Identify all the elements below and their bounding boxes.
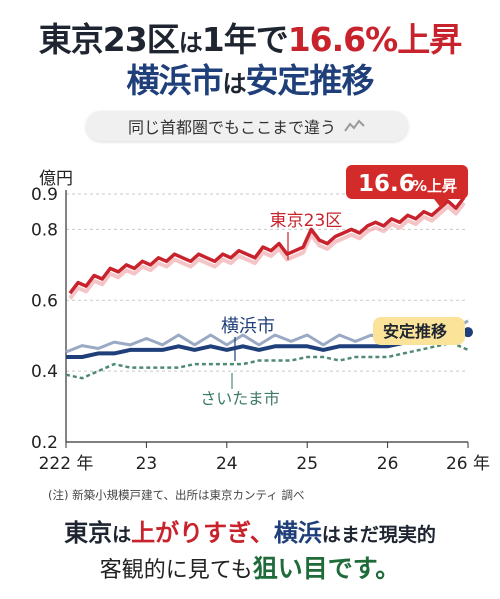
headline-particle: は (178, 29, 203, 57)
headline-stable: 安定推移 (245, 61, 375, 100)
x-tick-label: 222 年 (39, 454, 94, 474)
y-tick-label: 0.6 (31, 291, 58, 311)
headline-tokyo: 東京23区 (38, 20, 180, 59)
tokyo-callout-value: 16.6 (358, 171, 415, 197)
headline-one-year: 1年で (201, 20, 289, 59)
series-band-tokyo (68, 201, 466, 300)
price-chart: 0.2 0.4 0.6 0.8 0.9 222 年 23 24 25 26 26 年 東京23区横浜市… (31, 165, 490, 474)
series-line-saitama (65, 341, 469, 380)
x-tick-label: 26 年 (446, 454, 490, 474)
subtitle-text: 同じ首都圏でもここまで違う (127, 118, 336, 137)
bottom-tokyo: 東京 (64, 519, 113, 547)
bottom-objective: 客観的に見ても (99, 558, 253, 583)
bottom-too-high: 上がりすぎ、 (131, 519, 274, 547)
yokohama-end-dot (463, 327, 473, 338)
y-tick-label: 0.8 (31, 220, 58, 240)
bottom-yokohama: 横浜 (273, 519, 322, 547)
bottom-target: 狙い目です。 (252, 554, 401, 583)
headline-rise: 16.6%上昇 (287, 20, 462, 59)
bottom-particle-1: は (112, 524, 132, 546)
x-tick-label: 24 (216, 454, 238, 474)
bottom-realistic: はまだ現実的 (321, 524, 436, 546)
bottom-line-2: 客観的に見ても狙い目です。 (0, 554, 500, 586)
chart-grid (66, 193, 468, 372)
y-unit-label: 億円 (39, 169, 73, 189)
bottom-line-1: 東京は上がりすぎ、横浜はまだ現実的 (0, 518, 500, 550)
headline-line-2: 横浜市は安定推移 (0, 61, 500, 104)
y-tick-label: 0.2 (31, 433, 58, 453)
chart-labels: 0.2 0.4 0.6 0.8 0.9 222 年 23 24 25 26 26 年 東京23区横浜市… (31, 185, 490, 474)
series-label-saitama: さいたま市 (200, 389, 280, 408)
yokohama-callout-text: 安定推移 (383, 322, 447, 341)
headline-line-1: 東京23区は1年で16.6%上昇 (0, 20, 500, 63)
headline-yokohama: 横浜市 (126, 61, 224, 100)
yokohama-callout: 安定推移 (373, 317, 465, 345)
series-line-tokyo (68, 196, 466, 295)
tokyo-callout-unit: %上昇 (412, 177, 457, 195)
series-label-yokohama: 横浜市 (221, 316, 275, 337)
x-tick-label: 26 (377, 454, 399, 474)
headline-particle-2: は (222, 70, 247, 98)
source-note: (注) 新築小規模戸建て、出所は東京カンティ 調べ (48, 488, 305, 502)
series-label-tokyo: 東京23区 (270, 211, 343, 231)
x-tick-label: 23 (136, 454, 158, 474)
y-tick-label: 0.4 (31, 362, 58, 382)
x-tick-label: 25 (296, 454, 318, 474)
tokyo-callout: 16.6 %上昇 (346, 165, 468, 208)
y-tick-label: 0.9 (31, 185, 58, 205)
chart-axes (65, 190, 469, 448)
trend-squiggle-icon (344, 119, 365, 132)
subtitle-pill: 同じ首都圏でもここまで違う (86, 111, 408, 141)
